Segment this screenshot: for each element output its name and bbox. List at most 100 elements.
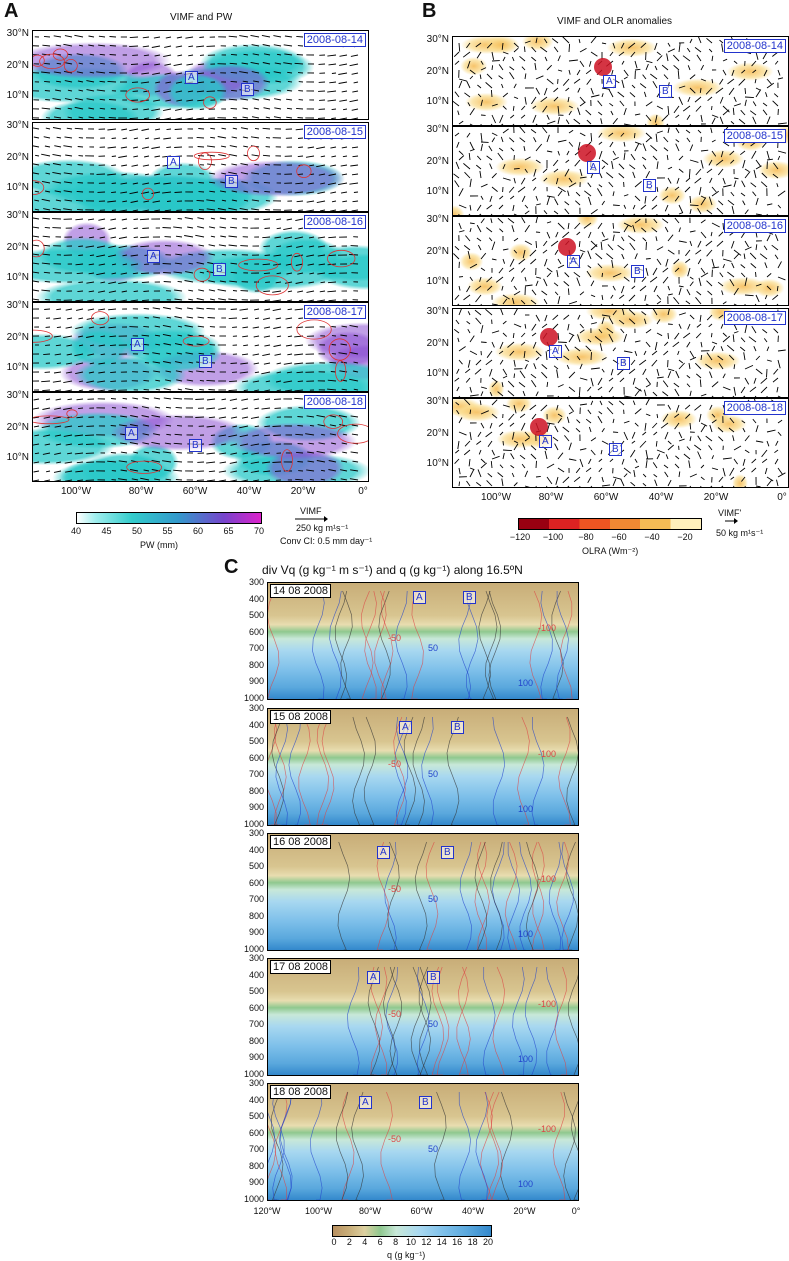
vimf-vector <box>98 363 105 364</box>
vimf-vector <box>531 97 536 104</box>
vimf-vector <box>533 115 536 123</box>
vimf-vector <box>262 35 270 37</box>
vimf-vector <box>646 171 650 178</box>
vimf-vector <box>602 232 605 237</box>
vimf-vector <box>55 191 61 192</box>
vimf-vector <box>86 81 94 82</box>
vimf-vector <box>219 480 226 481</box>
pressure-level-label: 400 <box>236 970 264 980</box>
vimf-vector <box>569 301 577 304</box>
vimf-vector <box>153 317 160 318</box>
vimf-vector <box>210 128 215 129</box>
b-marker-b-2: B <box>631 265 644 278</box>
vimf-vector <box>96 72 105 73</box>
vimf-vector <box>297 273 303 274</box>
vimf-vector <box>666 187 668 191</box>
vimf-vector <box>734 97 736 102</box>
vimf-vector <box>295 479 303 480</box>
vimf-vector <box>514 178 515 183</box>
vimf-vector <box>63 209 72 210</box>
vimf-vector <box>134 237 138 238</box>
vimf-vector <box>63 408 72 410</box>
vimf-vector <box>243 81 248 82</box>
vimf-vector <box>695 97 701 102</box>
vimf-vector <box>690 145 693 151</box>
vimf-vector <box>264 453 270 454</box>
vimf-vector <box>243 345 248 346</box>
vimf-vector <box>557 370 558 379</box>
vimf-vector <box>612 161 613 169</box>
vimf-vector <box>514 168 520 169</box>
vimf-vector <box>731 192 734 196</box>
vimf-vector <box>233 291 237 292</box>
q-colorbar <box>332 1225 492 1237</box>
vimf-vector <box>728 79 735 84</box>
vimf-vector <box>480 400 481 405</box>
pressure-level-label: 600 <box>236 878 264 888</box>
vimf-vector <box>318 246 325 247</box>
c-marker-b-4: B <box>419 1096 432 1109</box>
vimf-vector <box>500 432 503 435</box>
vimf-vector <box>728 200 734 205</box>
vimf-vector <box>767 286 771 290</box>
a-marker-a-2: A <box>147 250 160 263</box>
vimf-vector <box>327 55 336 56</box>
vimf-vector <box>240 99 248 100</box>
vimf-vector <box>263 128 270 129</box>
vimf-vector <box>244 54 249 55</box>
vimf-vector <box>353 156 359 157</box>
vimf-vector <box>142 407 149 408</box>
vimf-vector <box>481 133 482 142</box>
vimf-vector <box>354 389 358 390</box>
vimf-vector <box>251 471 259 472</box>
div-vq-contour <box>415 842 427 950</box>
vimf-vector <box>687 289 690 295</box>
vimf-vector <box>635 196 640 201</box>
vimf-vector <box>536 88 540 94</box>
vimf-vector <box>78 81 83 82</box>
vimf-vector <box>558 414 562 417</box>
vimf-vector <box>500 342 503 349</box>
vimf-vector <box>613 479 616 486</box>
vimf-vector <box>635 304 636 305</box>
vimf-vector <box>90 345 94 346</box>
vimf-vector <box>65 480 72 481</box>
vimf-vector <box>230 399 237 400</box>
pressure-level-label: 600 <box>236 1003 264 1013</box>
vimf-vector <box>558 259 561 264</box>
vimf-vector <box>174 147 182 148</box>
vimf-vector <box>174 461 182 462</box>
vimf-vector <box>108 255 116 257</box>
vimf-vector <box>330 210 336 211</box>
vimf-vector <box>631 482 636 486</box>
vimf-vector <box>696 374 701 378</box>
vimf-vector <box>330 165 336 166</box>
vimf-vector <box>487 156 492 160</box>
vimf-vector <box>599 459 602 462</box>
vimf-vector <box>273 426 282 427</box>
vimf-vector <box>730 151 734 155</box>
vimf-vector <box>536 461 537 468</box>
vimf-vector <box>130 425 138 427</box>
vimf-vector <box>185 326 193 328</box>
vimf-vector <box>545 451 547 459</box>
vimf-vector <box>44 36 50 37</box>
vimf-vector <box>688 268 690 276</box>
pressure-level-label: 900 <box>236 1052 264 1062</box>
vimf-vector <box>343 434 347 435</box>
vimf-vector <box>253 381 259 382</box>
vimf-vector <box>547 196 555 197</box>
vimf-vector <box>543 106 547 112</box>
pressure-level-label: 500 <box>236 610 264 620</box>
vimf-vector <box>86 246 94 247</box>
vimf-vector <box>772 245 778 250</box>
div-vq-contour <box>560 591 572 699</box>
vimf-vector <box>79 345 83 346</box>
vimf-vector <box>588 410 591 414</box>
vimf-vector <box>319 174 325 175</box>
vimf-vector <box>752 326 756 333</box>
vimf-vector <box>464 450 470 455</box>
div-vq-contour <box>549 842 561 950</box>
vimf-vector <box>668 286 670 290</box>
